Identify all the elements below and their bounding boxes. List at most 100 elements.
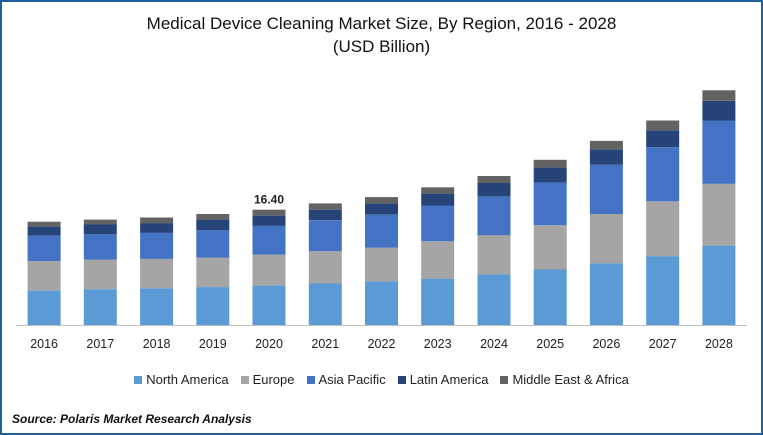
bar-segment-2024-north-america	[477, 274, 511, 325]
legend-item-latin-america: Latin America	[397, 372, 489, 387]
bar-segment-2024-middle-east-africa	[477, 176, 511, 183]
bar-segment-2025-europe	[533, 225, 567, 270]
legend-label: Europe	[252, 372, 295, 387]
chart-title: Medical Device Cleaning Market Size, By …	[146, 14, 617, 33]
legend-swatch	[134, 375, 143, 384]
bar-segment-2026-europe	[589, 214, 623, 264]
bar-segment-2020-europe	[252, 254, 286, 286]
legend-item-europe: Europe	[240, 372, 295, 387]
bar-segment-2018-asia-pacific	[140, 232, 174, 259]
bar-segment-2017-north-america	[83, 289, 117, 325]
legend-label: North America	[146, 372, 229, 387]
bar-segment-2023-asia-pacific	[421, 205, 455, 242]
bar-segment-2025-latin-america	[533, 167, 567, 183]
bar-segment-2027-europe	[646, 201, 680, 257]
x-tick-label-2028: 2028	[705, 337, 733, 351]
bar-segment-2022-middle-east-africa	[365, 197, 398, 204]
bar-segment-2028-europe	[702, 183, 736, 246]
bar-segment-2025-north-america	[533, 269, 567, 325]
x-tick-label-2022: 2022	[368, 337, 396, 351]
legend-swatch	[240, 375, 249, 384]
chart-legend: North America Europe Asia Pacific Latin Ame…	[2, 372, 761, 387]
bar-segment-2025-middle-east-africa	[533, 159, 567, 168]
x-tick-label-2026: 2026	[592, 337, 620, 351]
bar-segment-2028-latin-america	[702, 100, 736, 121]
bar-segment-2027-asia-pacific	[646, 147, 680, 202]
bar-segment-2017-middle-east-africa	[83, 219, 117, 225]
x-tick-label-2020: 2020	[255, 337, 283, 351]
bar-segment-2027-latin-america	[646, 130, 680, 148]
bar-segment-2020-asia-pacific	[252, 225, 286, 255]
bar-segment-2022-latin-america	[365, 203, 398, 215]
x-tick-label-2023: 2023	[424, 337, 452, 351]
bar-segment-2028-asia-pacific	[702, 120, 736, 184]
bar-segment-2022-asia-pacific	[365, 214, 398, 248]
x-tick-label-2027: 2027	[649, 337, 677, 351]
data-label-2020: 16.40	[254, 193, 284, 207]
bar-segment-2022-europe	[365, 247, 398, 282]
bar-segment-2021-middle-east-africa	[308, 203, 342, 210]
x-tick-label-2024: 2024	[480, 337, 508, 351]
x-tick-label-2018: 2018	[143, 337, 171, 351]
bar-segment-2024-asia-pacific	[477, 196, 511, 236]
chart-subtitle: (USD Billion)	[332, 37, 431, 56]
bar-segment-2027-middle-east-africa	[646, 120, 680, 131]
bar-segment-2021-north-america	[308, 283, 342, 325]
bar-segment-2018-middle-east-africa	[140, 217, 174, 224]
bar-segment-2026-middle-east-africa	[589, 140, 623, 150]
x-tick-label-2019: 2019	[199, 337, 227, 351]
bar-segment-2017-asia-pacific	[83, 234, 117, 260]
legend-item-asia-pacific: Asia Pacific	[306, 372, 386, 387]
bar-segment-2021-asia-pacific	[308, 220, 342, 252]
source-note: Source: Polaris Market Research Analysis	[12, 412, 252, 426]
bar-segment-2019-middle-east-africa	[196, 214, 230, 220]
bar-segment-2020-latin-america	[252, 215, 286, 226]
bar-segment-2023-europe	[421, 241, 455, 279]
x-tick-label-2016: 2016	[30, 337, 58, 351]
bar-segment-2019-latin-america	[196, 219, 230, 231]
bar-segment-2019-north-america	[196, 287, 230, 326]
legend-item-middle-east-africa: Middle East & Africa	[500, 372, 629, 387]
bar-segment-2018-latin-america	[140, 223, 174, 233]
bar-segment-2028-middle-east-africa	[702, 90, 736, 101]
x-tick-label-2017: 2017	[86, 337, 114, 351]
bar-segment-2018-north-america	[140, 288, 174, 325]
bar-segment-2024-europe	[477, 235, 511, 275]
legend-label: Asia Pacific	[318, 372, 386, 387]
bar-segment-2019-asia-pacific	[196, 230, 230, 258]
bar-segment-2025-asia-pacific	[533, 182, 567, 226]
legend-item-north-america: North America	[134, 372, 229, 387]
bar-segment-2017-latin-america	[83, 224, 117, 235]
bar-segment-2028-north-america	[702, 245, 736, 325]
bar-segment-2016-latin-america	[27, 226, 61, 236]
bar-segment-2021-europe	[308, 251, 342, 284]
bar-segment-2023-latin-america	[421, 193, 455, 206]
bar-segment-2019-europe	[196, 257, 230, 287]
bar-segment-2017-europe	[83, 259, 117, 290]
bar-segment-2027-north-america	[646, 256, 680, 325]
legend-swatch	[306, 375, 315, 384]
x-tick-label-2021: 2021	[311, 337, 339, 351]
legend-label: Latin America	[409, 372, 489, 387]
bar-segment-2021-latin-america	[308, 209, 342, 221]
legend-swatch	[397, 375, 406, 384]
bar-segment-2023-north-america	[421, 278, 455, 325]
legend-label: Middle East & Africa	[512, 372, 629, 387]
bar-segment-2016-middle-east-africa	[27, 221, 61, 227]
bar-segment-2024-latin-america	[477, 183, 511, 197]
bar-segment-2026-north-america	[589, 263, 623, 325]
bar-segment-2016-asia-pacific	[27, 235, 61, 261]
bar-segment-2026-latin-america	[589, 149, 623, 165]
bar-segment-2018-europe	[140, 258, 174, 289]
legend-swatch	[500, 375, 509, 384]
bar-segment-2026-asia-pacific	[589, 164, 623, 214]
bar-segment-2016-north-america	[27, 290, 61, 325]
bar-segment-2020-north-america	[252, 285, 286, 325]
bar-segment-2023-middle-east-africa	[421, 187, 455, 194]
bar-segment-2022-north-america	[365, 281, 398, 325]
x-tick-label-2025: 2025	[536, 337, 564, 351]
bar-segment-2016-europe	[27, 261, 61, 291]
bar-segment-2020-middle-east-africa	[252, 209, 286, 216]
